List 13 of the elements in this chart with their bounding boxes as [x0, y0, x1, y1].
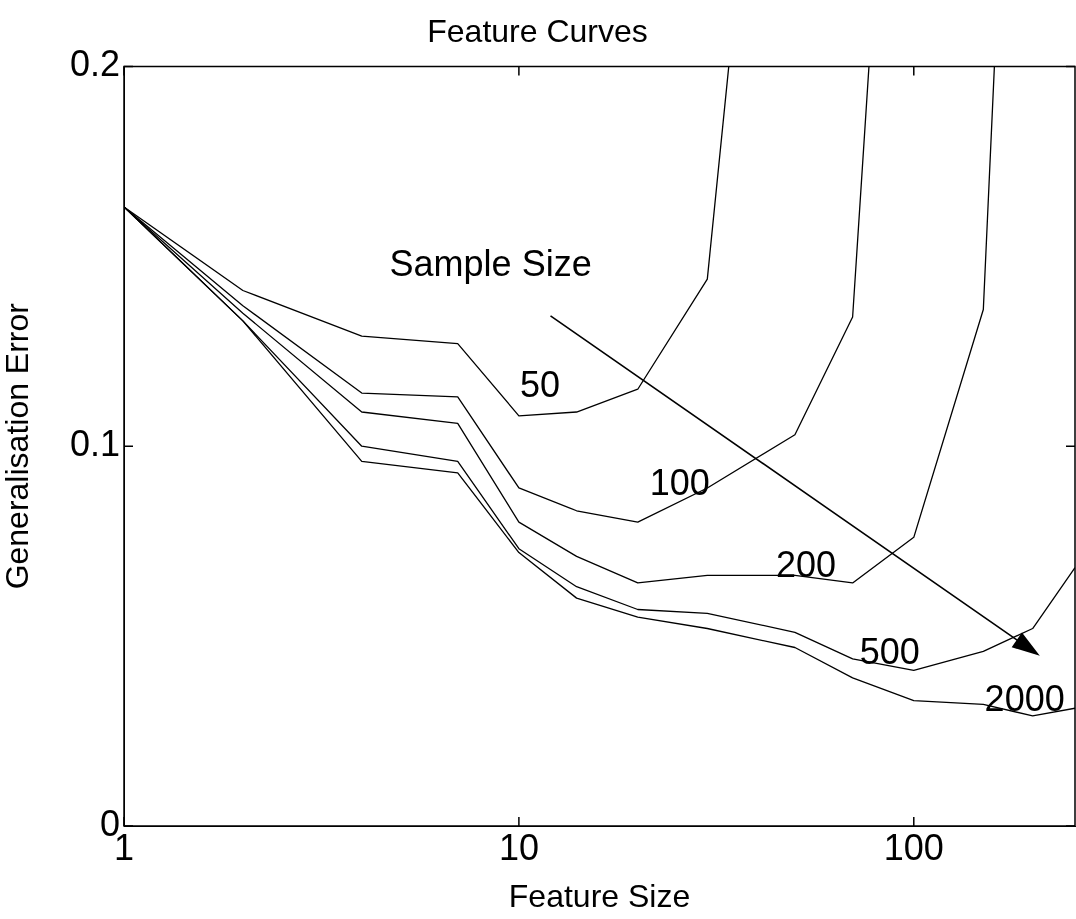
y-tick-label: 0.2 — [69, 43, 120, 85]
x-tick-label: 100 — [883, 826, 944, 868]
y-tick-label: 0.1 — [69, 423, 120, 465]
x-axis-title: Feature Size — [508, 877, 691, 914]
annotation: Sample Size — [389, 243, 592, 285]
y-axis-title: Generalisation Error — [0, 302, 36, 590]
series-label: 2000 — [984, 677, 1065, 719]
series-label: 50 — [519, 363, 560, 405]
x-tick-label: 10 — [498, 826, 539, 868]
chart-title: Feature Curves — [427, 13, 648, 50]
series-label: 500 — [859, 631, 920, 673]
series-label: 200 — [775, 544, 836, 586]
series-label: 100 — [649, 462, 710, 504]
